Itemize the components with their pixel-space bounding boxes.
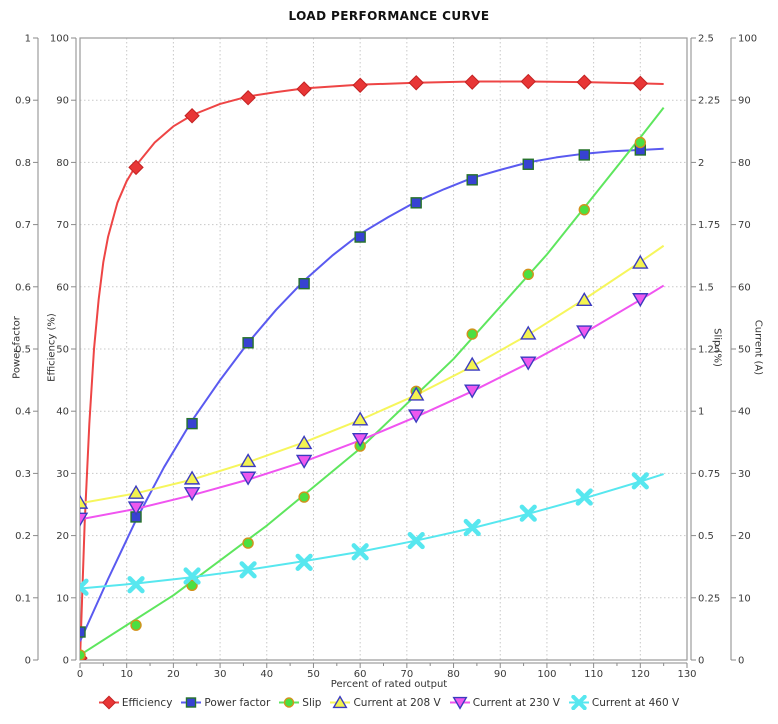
svg-text:0.5: 0.5: [698, 531, 714, 542]
diamond-icon: [98, 695, 119, 710]
svg-text:20: 20: [738, 531, 751, 542]
triangle-down-icon: [449, 696, 470, 710]
svg-text:70: 70: [56, 220, 69, 231]
svg-text:90: 90: [738, 96, 751, 107]
legend-label: Current at 230 V: [472, 696, 560, 709]
series-line: [80, 107, 665, 656]
svg-text:100: 100: [537, 669, 556, 680]
y-axes: 00.10.20.30.40.50.60.70.80.9101020304050…: [15, 34, 757, 667]
svg-text:1.75: 1.75: [698, 220, 720, 231]
legend-item-current-at-230-v: Current at 230 V: [449, 695, 560, 710]
svg-text:0.7: 0.7: [15, 220, 31, 231]
svg-text:60: 60: [738, 282, 751, 293]
svg-text:0: 0: [738, 656, 744, 667]
svg-text:2.25: 2.25: [698, 96, 720, 107]
svg-text:0: 0: [63, 656, 69, 667]
svg-text:20: 20: [167, 669, 180, 680]
svg-text:1: 1: [698, 407, 704, 418]
legend-item-current-at-460-v: Current at 460 V: [568, 695, 680, 710]
series-line: [80, 284, 665, 521]
series-line: [80, 80, 664, 660]
circle-icon: [279, 697, 300, 708]
svg-text:60: 60: [354, 669, 367, 680]
svg-text:20: 20: [56, 531, 69, 542]
svg-text:0.5: 0.5: [15, 345, 31, 356]
series-lines: [80, 80, 665, 660]
legend-label: Current at 208 V: [353, 696, 441, 709]
svg-text:30: 30: [214, 669, 227, 680]
svg-text:130: 130: [677, 669, 696, 680]
svg-text:10: 10: [738, 593, 751, 604]
square-icon: [181, 697, 202, 708]
svg-text:1: 1: [25, 34, 31, 45]
svg-text:0.8: 0.8: [15, 158, 31, 169]
svg-text:10: 10: [56, 593, 69, 604]
series-markers: [80, 73, 649, 660]
y-axis-title-efficiency: Efficiency (%): [46, 313, 58, 382]
svg-text:0.1: 0.1: [15, 593, 31, 604]
series-line: [80, 147, 664, 642]
svg-text:0: 0: [25, 656, 31, 667]
svg-text:50: 50: [738, 345, 751, 356]
svg-text:1.25: 1.25: [698, 345, 720, 356]
svg-text:0.6: 0.6: [15, 282, 31, 293]
svg-text:10: 10: [120, 669, 133, 680]
svg-text:0.75: 0.75: [698, 469, 720, 480]
svg-text:30: 30: [56, 469, 69, 480]
svg-text:0.3: 0.3: [15, 469, 31, 480]
chart-title: LOAD PERFORMANCE CURVE: [288, 9, 490, 23]
svg-text:0.4: 0.4: [15, 407, 31, 418]
series-line: [80, 473, 664, 590]
svg-text:50: 50: [56, 345, 69, 356]
svg-text:60: 60: [56, 282, 69, 293]
svg-text:50: 50: [307, 669, 320, 680]
legend-label: Power factor: [204, 696, 271, 709]
triangle-up-icon: [330, 695, 351, 709]
svg-text:100: 100: [50, 34, 69, 45]
svg-text:70: 70: [400, 669, 413, 680]
gridlines: [80, 38, 687, 660]
svg-text:80: 80: [738, 158, 751, 169]
y-axis-title-slip: Slip (%): [711, 328, 723, 367]
svg-text:100: 100: [738, 34, 757, 45]
svg-text:90: 90: [56, 96, 69, 107]
y-axis-title-current: Current (A): [752, 319, 764, 376]
svg-text:2.5: 2.5: [698, 34, 714, 45]
svg-text:0: 0: [77, 669, 83, 680]
legend-item-power-factor: Power factor: [181, 695, 270, 710]
x-axis: 0 10 20 30 40 50 60 70 80 90 100 110 120 130: [77, 662, 697, 680]
svg-text:40: 40: [260, 669, 273, 680]
svg-text:40: 40: [738, 407, 751, 418]
x-axis-title: Percent of rated output: [330, 679, 448, 690]
svg-text:80: 80: [447, 669, 460, 680]
series-line: [80, 244, 665, 505]
legend-item-slip: Slip: [279, 695, 321, 710]
svg-text:0.9: 0.9: [15, 96, 31, 107]
svg-text:1.5: 1.5: [698, 282, 714, 293]
plot-frame: [79, 37, 688, 661]
legend-item-current-at-208-v: Current at 208 V: [330, 695, 441, 710]
svg-text:2: 2: [698, 158, 704, 169]
svg-text:70: 70: [738, 220, 751, 231]
svg-text:80: 80: [56, 158, 69, 169]
svg-text:0: 0: [698, 656, 704, 667]
svg-text:0.25: 0.25: [698, 593, 720, 604]
svg-text:90: 90: [494, 669, 507, 680]
legend-label: Slip: [302, 696, 322, 709]
svg-text:120: 120: [631, 669, 650, 680]
svg-text:0.2: 0.2: [15, 531, 31, 542]
legend-item-efficiency: Efficiency: [98, 695, 173, 710]
x-cross-icon: [568, 695, 589, 710]
svg-text:110: 110: [584, 669, 603, 680]
legend-label: Current at 460 V: [591, 696, 680, 709]
svg-text:30: 30: [738, 469, 751, 480]
y-axis-title-power-factor: Power factor: [11, 316, 23, 379]
legend-label: Efficiency: [121, 696, 173, 709]
svg-text:40: 40: [56, 407, 69, 418]
legend: Efficiency Power factor Slip Current at 208…: [0, 695, 778, 710]
